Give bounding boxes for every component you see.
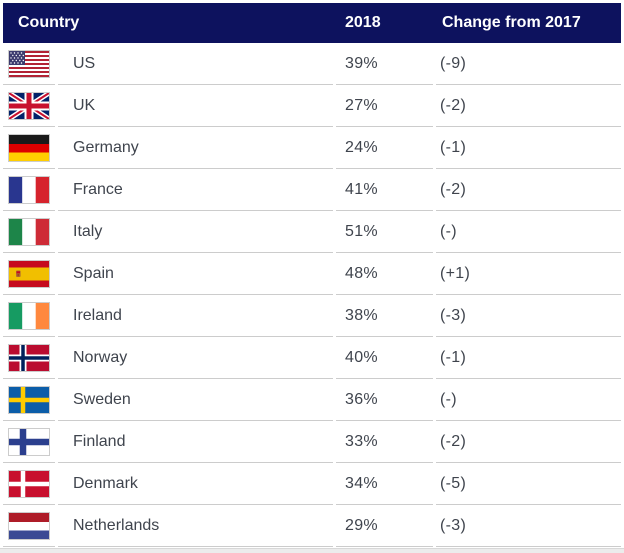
flag-cell: [3, 337, 55, 379]
value-2018: 29%: [336, 505, 433, 547]
value-2018: 40%: [336, 337, 433, 379]
table-row: Germany 24% (-1): [3, 127, 621, 169]
value-2018: 48%: [336, 253, 433, 295]
value-2018: 24%: [336, 127, 433, 169]
table-row: UK 27% (-2): [3, 85, 621, 127]
table-row: Sweden 36% (-): [3, 379, 621, 421]
flag-cell: [3, 85, 55, 127]
norway-flag-icon: [8, 343, 50, 372]
country-name: Finland: [58, 421, 333, 463]
spain-flag-icon: [8, 259, 50, 288]
germany-flag-icon: [8, 133, 50, 162]
table-row: US 39% (-9): [3, 43, 621, 85]
value-2018: 36%: [336, 379, 433, 421]
uk-flag-icon: [8, 91, 50, 120]
flag-cell: [3, 253, 55, 295]
table-row: Denmark 34% (-5): [3, 463, 621, 505]
change-from-2017: (-9): [436, 43, 621, 85]
country-name: Norway: [58, 337, 333, 379]
change-from-2017: (-3): [436, 505, 621, 547]
finland-flag-icon: [8, 427, 50, 456]
table-row: Norway 40% (-1): [3, 337, 621, 379]
table-row: Spain 48% (+1): [3, 253, 621, 295]
change-from-2017: (-): [436, 379, 621, 421]
table-row: France 41% (-2): [3, 169, 621, 211]
flag-cell: [3, 505, 55, 547]
table-row: Italy 51% (-): [3, 211, 621, 253]
country-name: US: [58, 43, 333, 85]
change-from-2017: (-): [436, 211, 621, 253]
column-header-change-from-2017: Change from 2017: [442, 14, 581, 31]
bottom-edge-strip: [0, 548, 624, 553]
value-2018: 33%: [336, 421, 433, 463]
change-from-2017: (+1): [436, 253, 621, 295]
change-from-2017: (-3): [436, 295, 621, 337]
flag-cell: [3, 211, 55, 253]
table-header: Country 2018 Change from 2017: [3, 3, 621, 43]
flag-cell: [3, 43, 55, 85]
value-2018: 34%: [336, 463, 433, 505]
flag-cell: [3, 463, 55, 505]
country-name: Denmark: [58, 463, 333, 505]
country-name: Sweden: [58, 379, 333, 421]
table-row: Ireland 38% (-3): [3, 295, 621, 337]
table-row: Finland 33% (-2): [3, 421, 621, 463]
flag-cell: [3, 421, 55, 463]
column-header-2018: 2018: [345, 14, 381, 31]
country-name: Spain: [58, 253, 333, 295]
flag-cell: [3, 295, 55, 337]
change-from-2017: (-1): [436, 337, 621, 379]
column-header-country: Country: [18, 14, 80, 31]
us-flag-icon: [8, 49, 50, 78]
country-name: UK: [58, 85, 333, 127]
country-name: Ireland: [58, 295, 333, 337]
flag-cell: [3, 169, 55, 211]
change-from-2017: (-2): [436, 421, 621, 463]
value-2018: 27%: [336, 85, 433, 127]
flag-cell: [3, 127, 55, 169]
flag-cell: [3, 379, 55, 421]
country-name: Germany: [58, 127, 333, 169]
country-name: Italy: [58, 211, 333, 253]
value-2018: 39%: [336, 43, 433, 85]
country-data-table: Country 2018 Change from 2017 US 39% (-9…: [3, 3, 621, 547]
change-from-2017: (-2): [436, 85, 621, 127]
table-row: Netherlands 29% (-3): [3, 505, 621, 547]
country-name: Netherlands: [58, 505, 333, 547]
value-2018: 51%: [336, 211, 433, 253]
denmark-flag-icon: [8, 469, 50, 498]
sweden-flag-icon: [8, 385, 50, 414]
value-2018: 38%: [336, 295, 433, 337]
france-flag-icon: [8, 175, 50, 204]
change-from-2017: (-2): [436, 169, 621, 211]
table-body: US 39% (-9) UK 27% (-2) Germany 24% (-1)…: [3, 43, 621, 547]
netherlands-flag-icon: [8, 511, 50, 540]
italy-flag-icon: [8, 217, 50, 246]
change-from-2017: (-5): [436, 463, 621, 505]
value-2018: 41%: [336, 169, 433, 211]
country-name: France: [58, 169, 333, 211]
change-from-2017: (-1): [436, 127, 621, 169]
ireland-flag-icon: [8, 301, 50, 330]
